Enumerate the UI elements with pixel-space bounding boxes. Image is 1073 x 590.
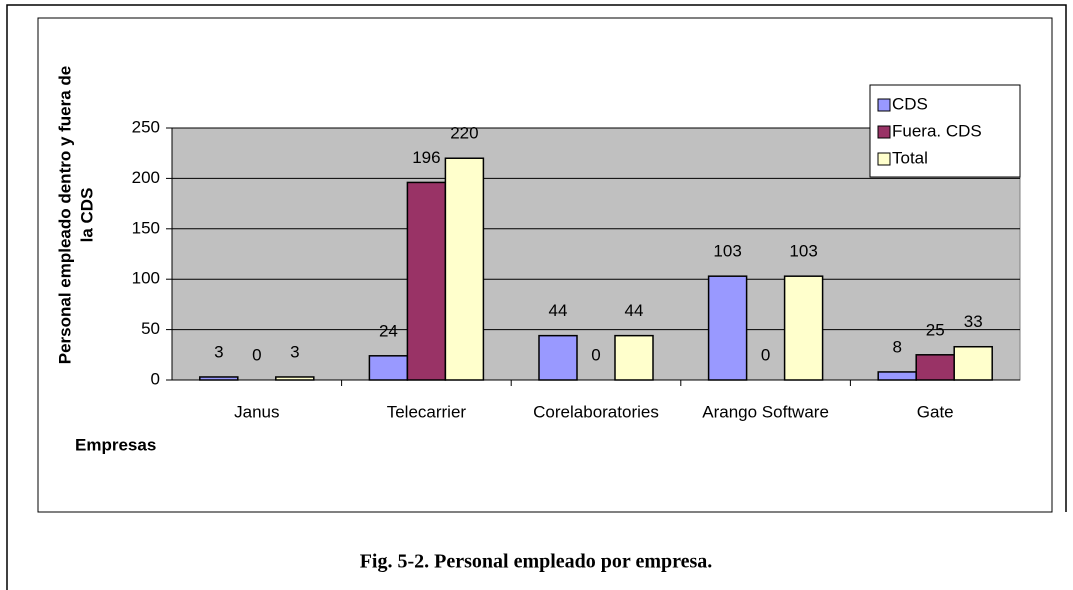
x-tick-label: Corelaboratories xyxy=(533,402,659,421)
y-tick-label: 100 xyxy=(132,269,160,288)
bar xyxy=(368,355,409,381)
value-label: 103 xyxy=(789,242,817,261)
y-axis-label: Personal empleado dentro y fuera de xyxy=(55,66,74,365)
legend-label: Fuera. CDS xyxy=(892,121,982,140)
value-label: 24 xyxy=(379,321,398,340)
outer-frame xyxy=(6,4,1067,590)
value-label: 0 xyxy=(252,345,261,364)
value-label: 8 xyxy=(892,337,901,356)
bar xyxy=(707,275,748,381)
legend-label: CDS xyxy=(892,94,928,113)
value-label: 196 xyxy=(412,148,440,167)
bar xyxy=(199,376,239,381)
legend-label: Total xyxy=(892,148,928,167)
legend xyxy=(869,84,1021,178)
value-label: 33 xyxy=(964,312,983,331)
legend-swatch xyxy=(877,98,891,112)
x-tick-label: Gate xyxy=(917,402,954,421)
bar xyxy=(953,345,993,381)
bar xyxy=(915,354,955,381)
y-tick-label: 150 xyxy=(132,218,160,237)
x-tick-label: Arango Software xyxy=(702,402,829,421)
value-label: 44 xyxy=(549,301,568,320)
value-label: 0 xyxy=(761,345,770,364)
y-tick-label: 50 xyxy=(141,319,160,338)
legend-swatch xyxy=(877,152,891,166)
x-axis-label: Empresas xyxy=(75,435,156,454)
value-label: 3 xyxy=(214,342,223,361)
bar xyxy=(614,334,654,381)
value-label: 25 xyxy=(926,320,945,339)
value-label: 103 xyxy=(713,242,741,261)
x-tick-label: Janus xyxy=(234,402,279,421)
bar xyxy=(406,181,447,381)
legend-swatch xyxy=(877,125,891,139)
y-tick-label: 0 xyxy=(151,369,160,388)
value-label: 220 xyxy=(450,124,478,143)
y-tick-label: 200 xyxy=(132,168,160,187)
bar xyxy=(444,157,485,381)
bar xyxy=(275,376,315,381)
value-label: 0 xyxy=(591,345,600,364)
bar xyxy=(538,334,578,381)
value-label: 3 xyxy=(290,342,299,361)
y-axis-label: la CDS xyxy=(77,188,96,243)
bar xyxy=(783,275,824,381)
caption: Fig. 5-2. Personal empleado por empresa. xyxy=(360,551,713,573)
value-label: 44 xyxy=(625,301,644,320)
y-tick-label: 250 xyxy=(132,117,160,136)
x-tick-label: Telecarrier xyxy=(387,402,467,421)
bar xyxy=(877,371,917,381)
